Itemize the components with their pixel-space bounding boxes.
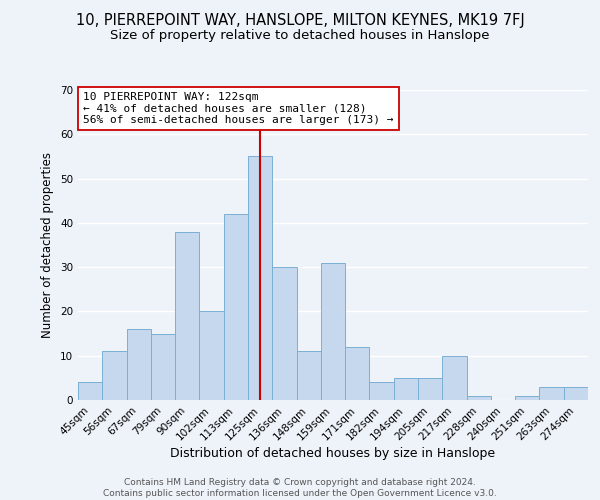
Bar (151, 334, 175, 400)
Text: Size of property relative to detached houses in Hanslope: Size of property relative to detached ho… (110, 29, 490, 42)
Bar (515, 396, 539, 400)
Bar (175, 232, 199, 400)
Bar (345, 347, 370, 400)
Bar (321, 262, 345, 400)
Bar (272, 267, 296, 400)
Bar (418, 378, 442, 400)
Bar (102, 352, 127, 400)
Bar (442, 356, 467, 400)
Bar (370, 382, 394, 400)
Bar (78, 382, 102, 400)
X-axis label: Distribution of detached houses by size in Hanslope: Distribution of detached houses by size … (170, 448, 496, 460)
Bar (296, 352, 321, 400)
Bar (127, 329, 151, 400)
Bar (564, 386, 588, 400)
Y-axis label: Number of detached properties: Number of detached properties (41, 152, 55, 338)
Text: 10, PIERREPOINT WAY, HANSLOPE, MILTON KEYNES, MK19 7FJ: 10, PIERREPOINT WAY, HANSLOPE, MILTON KE… (76, 12, 524, 28)
Bar (248, 156, 272, 400)
Bar (539, 386, 564, 400)
Bar (394, 378, 418, 400)
Text: Contains HM Land Registry data © Crown copyright and database right 2024.
Contai: Contains HM Land Registry data © Crown c… (103, 478, 497, 498)
Bar (224, 214, 248, 400)
Text: 10 PIERREPOINT WAY: 122sqm
← 41% of detached houses are smaller (128)
56% of sem: 10 PIERREPOINT WAY: 122sqm ← 41% of deta… (83, 92, 394, 124)
Bar (199, 312, 224, 400)
Bar (467, 396, 491, 400)
